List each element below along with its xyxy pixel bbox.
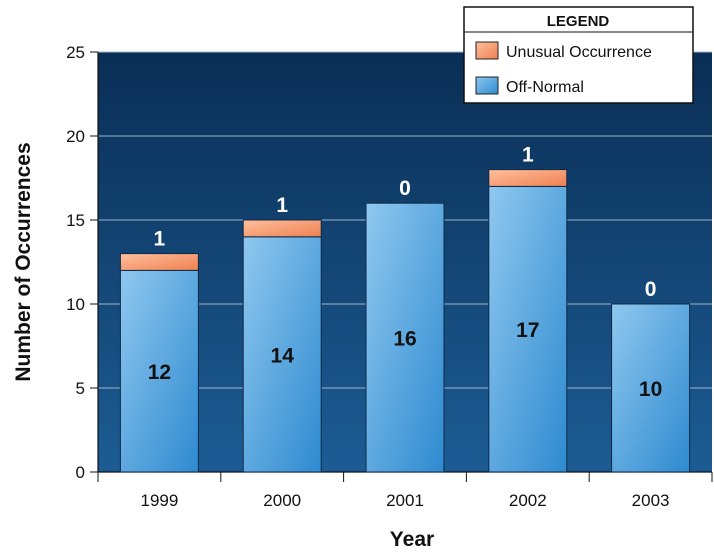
y-tick-label: 5 [76,379,85,398]
y-tick-label: 0 [76,463,85,482]
bar-offnormal [488,185,568,473]
x-tick-label: 2000 [263,491,301,510]
y-axis-title: Number of Occurrences [12,142,35,381]
data-label-unusual: 1 [276,194,288,217]
legend-swatch-unusual [475,41,499,60]
data-label-offnormal: 16 [393,328,416,351]
x-tick-label: 2002 [509,491,547,510]
legend-label-unusual: Unusual Occurrence [506,44,652,61]
legend-box [463,6,694,104]
y-tick-label: 10 [66,295,85,314]
bar-unusual [119,253,199,271]
data-label-unusual: 0 [645,278,657,301]
legend-title: LEGEND [547,13,610,30]
bar-unusual [488,169,568,187]
y-tick-label: 15 [66,211,85,230]
data-label-offnormal: 12 [148,361,171,384]
y-tick-label: 20 [66,127,85,146]
legend: LEGEND Unusual Occurrence Off-Normal [463,6,694,104]
x-tick-label: 1999 [140,491,178,510]
data-label-offnormal: 17 [516,319,539,342]
data-label-unusual: 1 [154,228,166,251]
legend-label-offnormal: Off-Normal [506,79,584,96]
data-label-unusual: 0 [399,177,411,200]
data-label-offnormal: 10 [639,378,662,401]
data-label-offnormal: 14 [271,344,295,367]
x-tick-label: 2003 [632,491,670,510]
bars: 12 1 14 1 16 0 17 1 10 0 [119,144,691,473]
x-tick-label: 2001 [386,491,424,510]
x-axis-title: Year [390,528,434,551]
bar-offnormal [242,236,322,473]
bar-offnormal [611,303,691,473]
legend-swatch-offnormal [475,76,499,95]
bar-unusual [242,219,322,238]
data-label-unusual: 1 [522,144,534,167]
bar-offnormal [365,202,445,473]
y-tick-label: 25 [66,43,85,62]
bar-offnormal [119,269,199,473]
